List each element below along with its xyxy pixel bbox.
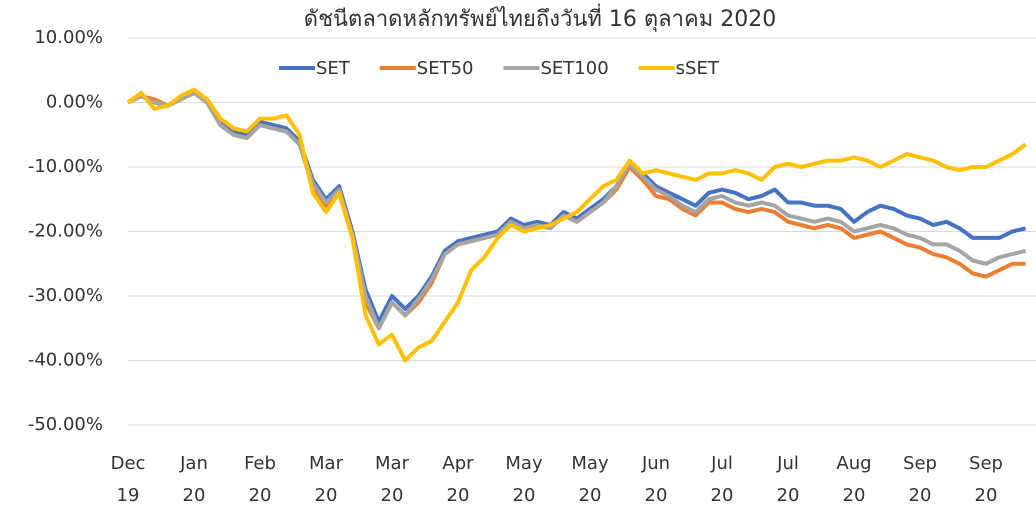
y-tick-label: -40.00% <box>28 350 103 371</box>
x-tick-label: Jun 20 <box>641 453 671 506</box>
x-tick-label: Dec 19 <box>110 453 146 506</box>
series-line <box>127 90 1027 324</box>
chart-title: ดัชนีตลาดหลักทรัพย์ไทยถึงวันที่ 16 ตุลาค… <box>304 3 776 32</box>
x-tick-label: Jul 20 <box>776 453 800 506</box>
legend-label: SET <box>316 58 351 79</box>
x-tick-label: Feb 20 <box>244 453 276 506</box>
x-tick-label: Mar 20 <box>375 453 409 506</box>
series-line <box>127 90 1027 331</box>
x-tick-label: May 20 <box>571 453 609 506</box>
x-tick-label: Mar 20 <box>309 453 343 506</box>
legend-label: sSET <box>676 58 720 79</box>
y-tick-label: -20.00% <box>28 221 103 242</box>
y-tick-label: 10.00% <box>34 27 103 48</box>
x-tick-label: Jan 20 <box>180 453 208 506</box>
y-tick-label: -10.00% <box>28 156 103 177</box>
x-tick-label: Apr 20 <box>442 453 474 506</box>
y-tick-label: -50.00% <box>28 414 103 435</box>
legend-label: SET100 <box>541 58 609 79</box>
x-tick-label: May 20 <box>505 453 543 506</box>
x-tick-label: Sep 20 <box>903 453 937 506</box>
x-tick-label: Sep 20 <box>969 453 1003 506</box>
x-tick-label: Jul 20 <box>710 453 734 506</box>
y-tick-label: -30.00% <box>28 285 103 306</box>
series-line <box>126 87 1027 363</box>
legend-label: SET50 <box>417 58 474 79</box>
x-tick-label: Aug 20 <box>836 453 872 506</box>
y-tick-label: 0.00% <box>46 92 103 113</box>
